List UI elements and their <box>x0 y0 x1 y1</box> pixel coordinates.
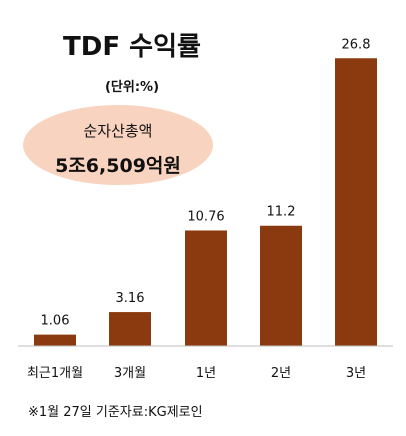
bar-2 <box>185 230 227 346</box>
source-note: ※1월 27일 기준자료:KG제로인 <box>28 405 203 420</box>
value-label-2: 10.76 <box>187 209 224 224</box>
value-label-3: 11.2 <box>267 205 296 220</box>
callout-ellipse <box>23 105 213 185</box>
total-assets-callout: 순자산총액 5조6,509억원 <box>23 105 213 185</box>
chart-title: TDF 수익률 <box>63 32 201 62</box>
category-label-2: 1년 <box>196 366 216 381</box>
callout-label: 순자산총액 <box>83 122 152 140</box>
bar-group <box>34 58 377 347</box>
bar-3 <box>260 225 302 346</box>
value-label-1: 3.16 <box>116 291 145 306</box>
bar-4 <box>335 58 377 347</box>
bar-0 <box>34 334 76 346</box>
category-label-group: 최근1개월 3개월 1년 2년 3년 <box>27 366 366 381</box>
unit-label: (단위:%) <box>105 79 159 95</box>
bar-1 <box>109 312 151 346</box>
callout-value: 5조6,509억원 <box>55 155 181 177</box>
value-label-4: 26.8 <box>342 37 371 52</box>
category-label-3: 2년 <box>271 366 291 381</box>
value-label-0: 1.06 <box>41 314 70 329</box>
category-label-1: 3개월 <box>114 366 146 381</box>
category-label-0: 최근1개월 <box>27 366 83 381</box>
value-label-group: 1.06 3.16 10.76 11.2 26.8 <box>41 37 371 328</box>
category-label-4: 3년 <box>346 366 366 381</box>
